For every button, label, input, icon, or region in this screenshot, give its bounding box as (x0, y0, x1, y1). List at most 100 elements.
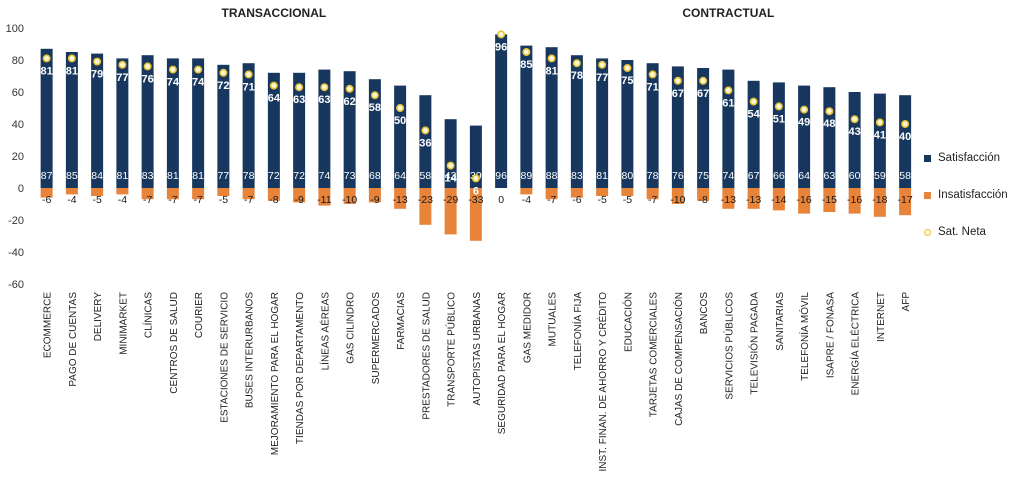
insatisfaccion-label: -5 (92, 194, 101, 206)
satisfaccion-bar (570, 55, 583, 189)
sat-neta-point (901, 120, 910, 129)
satisfaccion-label: 84 (91, 170, 103, 182)
sat-neta-point (471, 174, 480, 183)
insatisfaccion-bar (267, 188, 280, 201)
insatisfaccion-label: -17 (898, 194, 913, 206)
insatisfaccion-label: -5 (623, 194, 632, 206)
legend-item-sat-neta: Sat. Neta (924, 224, 1008, 240)
sat-neta-point (825, 107, 834, 116)
satisfaccion-bar (65, 52, 78, 188)
y-tick-label: 60 (12, 87, 24, 99)
legend-item-insatisfaccion: Insatisfacción (924, 187, 1008, 203)
satisfaccion-bar (242, 63, 255, 189)
insatisfaccion-label: -7 (547, 194, 556, 206)
sat-neta-label: 62 (344, 96, 356, 108)
sat-neta-label: 74 (167, 77, 180, 89)
insatisfaccion-bar (91, 188, 104, 196)
category-label: SERVICIOS PÚBLICOS (722, 292, 735, 400)
sat-neta-point (370, 91, 379, 100)
satisfaccion-label: 72 (268, 170, 280, 182)
insatisfaccion-bar (596, 188, 609, 196)
legend: Satisfacción Insatisfacción Sat. Neta (924, 150, 1008, 261)
satisfaccion-label: 64 (394, 170, 406, 182)
sat-neta-point (572, 59, 581, 68)
insatisfaccion-bar (873, 188, 886, 217)
category-label: GAS CILINDRO (346, 292, 357, 364)
satisfaccion-label: 81 (596, 170, 608, 182)
sat-neta-label: 49 (798, 117, 810, 129)
satisfaccion-bar (444, 119, 457, 188)
sat-neta-point (396, 104, 405, 113)
y-tick-label: 20 (12, 151, 24, 163)
sat-neta-label: 81 (41, 65, 53, 77)
insatisfaccion-bar (570, 188, 583, 198)
insatisfaccion-label: -8 (269, 194, 278, 206)
sat-neta-label: 63 (318, 94, 330, 106)
legend-label-sat-neta: Sat. Neta (938, 226, 986, 238)
sat-neta-label: 64 (268, 93, 281, 105)
sat-neta-label: 63 (293, 94, 305, 106)
insatisfaccion-bar (419, 188, 432, 225)
legend-label-insatisfaccion: Insatisfacción (938, 189, 1008, 201)
category-label: TARJETAS COMERCIALES (649, 292, 660, 418)
sat-neta-point (623, 64, 632, 73)
y-tick-label: -20 (8, 215, 24, 227)
sat-neta-point (295, 83, 304, 92)
y-tick-label: 0 (18, 183, 24, 195)
sat-neta-point (421, 126, 430, 135)
sat-neta-point (522, 47, 531, 56)
category-label: SANITARIAS (775, 292, 786, 351)
sat-neta-label: 67 (697, 88, 709, 100)
category-label: INST. FINAN. DE AHORRO Y CRÉDITO (596, 292, 609, 472)
category-label: DELIVERY (93, 292, 104, 342)
y-tick-label: 80 (12, 55, 24, 67)
satisfaccion-bar (419, 95, 432, 188)
sat-neta-point (875, 118, 884, 127)
sat-neta-point (648, 70, 657, 79)
sat-neta-label: 6 (473, 185, 479, 197)
insatisfaccion-label: 0 (498, 194, 504, 206)
satisfaccion-label: 63 (824, 170, 836, 182)
insatisfaccion-bar (798, 188, 811, 214)
insatisfaccion-label: -8 (698, 194, 707, 206)
satisfaccion-label: 77 (218, 170, 230, 182)
y-tick-label: 100 (6, 23, 24, 35)
sat-neta-point (118, 60, 127, 69)
category-label: TRANSPORTE PÚBLICO (445, 292, 458, 407)
satisfaccion-bar (217, 64, 230, 188)
satisfaccion-label: 60 (849, 170, 861, 182)
sat-neta-label: 54 (748, 109, 761, 121)
satisfaccion-bar (495, 34, 508, 189)
satisfaccion-bar (40, 48, 53, 188)
category-label: GAS MEDIDOR (522, 292, 533, 363)
insatisfaccion-label: -9 (294, 194, 303, 206)
category-label: SEGURIDAD PARA EL HOGAR (497, 292, 508, 434)
satisfaccion-bar (192, 58, 205, 189)
insatisfaccion-bar (621, 188, 634, 196)
sat-neta-label: 40 (899, 131, 911, 143)
sat-neta-point (497, 30, 506, 39)
insatisfaccion-bar (444, 188, 457, 235)
satisfaccion-bar (747, 80, 760, 188)
sat-neta-label: 50 (394, 115, 406, 127)
y-tick-label: -40 (8, 247, 24, 259)
insatisfaccion-bar (772, 188, 785, 211)
sat-neta-point (269, 81, 278, 90)
insatisfaccion-label: -7 (168, 194, 177, 206)
insatisfaccion-label: -4 (67, 194, 76, 206)
satisfaccion-label: 58 (899, 170, 911, 182)
satisfaccion-label: 68 (369, 170, 381, 182)
satisfaccion-bar (394, 85, 407, 188)
satisfaccion-bar (520, 45, 533, 188)
category-label: AUTOPISTAS URBANAS (472, 292, 483, 406)
sat-neta-label: 51 (773, 113, 785, 125)
satisfaccion-label: 81 (117, 170, 129, 182)
insatisfaccion-label: -11 (317, 194, 332, 206)
category-label: SUPERMERCADOS (371, 292, 382, 385)
sat-neta-point (774, 102, 783, 111)
satisfaccion-bar (621, 60, 634, 188)
insatisfaccion-bar (469, 188, 482, 241)
insatisfaccion-label: -5 (219, 194, 228, 206)
sat-neta-point (42, 54, 51, 63)
satisfaccion-label: 72 (293, 170, 305, 182)
